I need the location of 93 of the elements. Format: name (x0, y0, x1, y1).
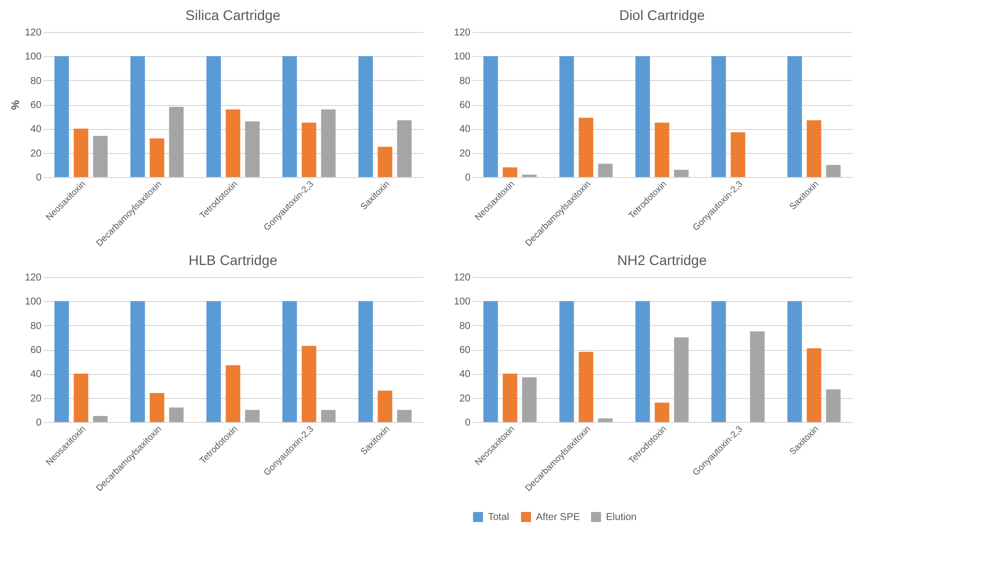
bar (711, 56, 726, 177)
bar (806, 348, 822, 422)
bar (635, 56, 650, 177)
y-tick-label: 120 (24, 272, 42, 284)
bar (226, 365, 240, 422)
bar (169, 408, 184, 422)
y-tick-label: 80 (30, 76, 42, 87)
bar (358, 56, 373, 177)
y-tick-label: 40 (30, 124, 42, 136)
y-tick-label: 80 (459, 76, 471, 87)
bar (93, 136, 108, 177)
bar (378, 390, 392, 422)
bar (321, 109, 336, 177)
bar (358, 301, 373, 422)
y-tick-label: 120 (454, 28, 471, 38)
bar (522, 377, 537, 422)
bar (635, 301, 650, 422)
bar (787, 301, 802, 422)
y-tick-label: 80 (459, 320, 471, 332)
legend-label: After SPE (536, 512, 580, 523)
y-tick-label: 100 (454, 296, 471, 308)
bar (226, 109, 240, 177)
bar (169, 106, 184, 177)
y-tick-label: 20 (459, 148, 471, 160)
y-tick-label: 0 (36, 418, 42, 428)
chart-title: Diol Cartridge (619, 7, 706, 23)
legend-label: Elution (606, 512, 637, 523)
bar (806, 120, 822, 177)
y-axis-title: % (10, 100, 22, 110)
y-tick-label: 20 (30, 393, 42, 404)
bar (787, 56, 802, 177)
y-tick-label: 80 (30, 320, 42, 332)
bar (397, 120, 412, 177)
bar (302, 346, 316, 422)
y-tick-label: 40 (459, 369, 471, 380)
y-tick-label: 100 (454, 52, 471, 63)
bar (130, 301, 145, 422)
bar (578, 352, 594, 422)
bar (282, 301, 297, 422)
bar (302, 122, 316, 177)
bar (730, 132, 746, 177)
y-tick-label: 40 (459, 124, 471, 136)
y-tick-label: 60 (459, 100, 471, 111)
y-tick-label: 0 (464, 418, 471, 428)
bar (502, 167, 518, 177)
chart-title: HLB Cartridge (188, 252, 278, 268)
bar (54, 301, 69, 422)
bar (150, 393, 164, 422)
y-tick-label: 40 (30, 369, 42, 380)
chart-title: NH2 Cartridge (617, 252, 707, 268)
bar (578, 118, 594, 177)
bar (559, 56, 574, 177)
chart-title: Silica Cartridge (186, 7, 281, 23)
y-tick-label: 120 (24, 28, 42, 38)
bar (93, 416, 108, 422)
bar (74, 128, 88, 177)
bar (245, 410, 260, 422)
bar (378, 146, 392, 177)
bar (54, 56, 69, 177)
bar (282, 56, 297, 177)
bar (483, 301, 498, 422)
bar (826, 389, 841, 422)
y-tick-label: 20 (30, 148, 42, 160)
y-tick-label: 0 (464, 172, 471, 184)
y-tick-label: 20 (459, 393, 471, 404)
y-tick-label: 100 (24, 52, 42, 63)
bar (826, 164, 841, 177)
bar (502, 374, 518, 422)
bar (206, 301, 221, 422)
bar (74, 374, 88, 422)
bar (654, 122, 670, 177)
bar (321, 410, 336, 422)
bar (559, 301, 574, 422)
bar (750, 331, 765, 422)
legend-label: Total (488, 512, 510, 523)
y-tick-label: 60 (30, 345, 42, 356)
bar (150, 138, 164, 177)
bar (711, 301, 726, 422)
y-tick-label: 120 (454, 272, 471, 284)
bar (674, 337, 689, 422)
bar (674, 170, 689, 177)
bar (483, 56, 498, 177)
y-tick-label: 0 (36, 172, 42, 184)
y-tick-label: 100 (24, 296, 42, 308)
bar (397, 410, 412, 422)
y-tick-label: 60 (30, 100, 42, 111)
bar (206, 56, 221, 177)
bar (598, 418, 613, 422)
y-tick-label: 60 (459, 345, 471, 356)
bar (130, 56, 145, 177)
bar (245, 121, 260, 177)
bar (598, 164, 613, 177)
bar (654, 402, 670, 422)
